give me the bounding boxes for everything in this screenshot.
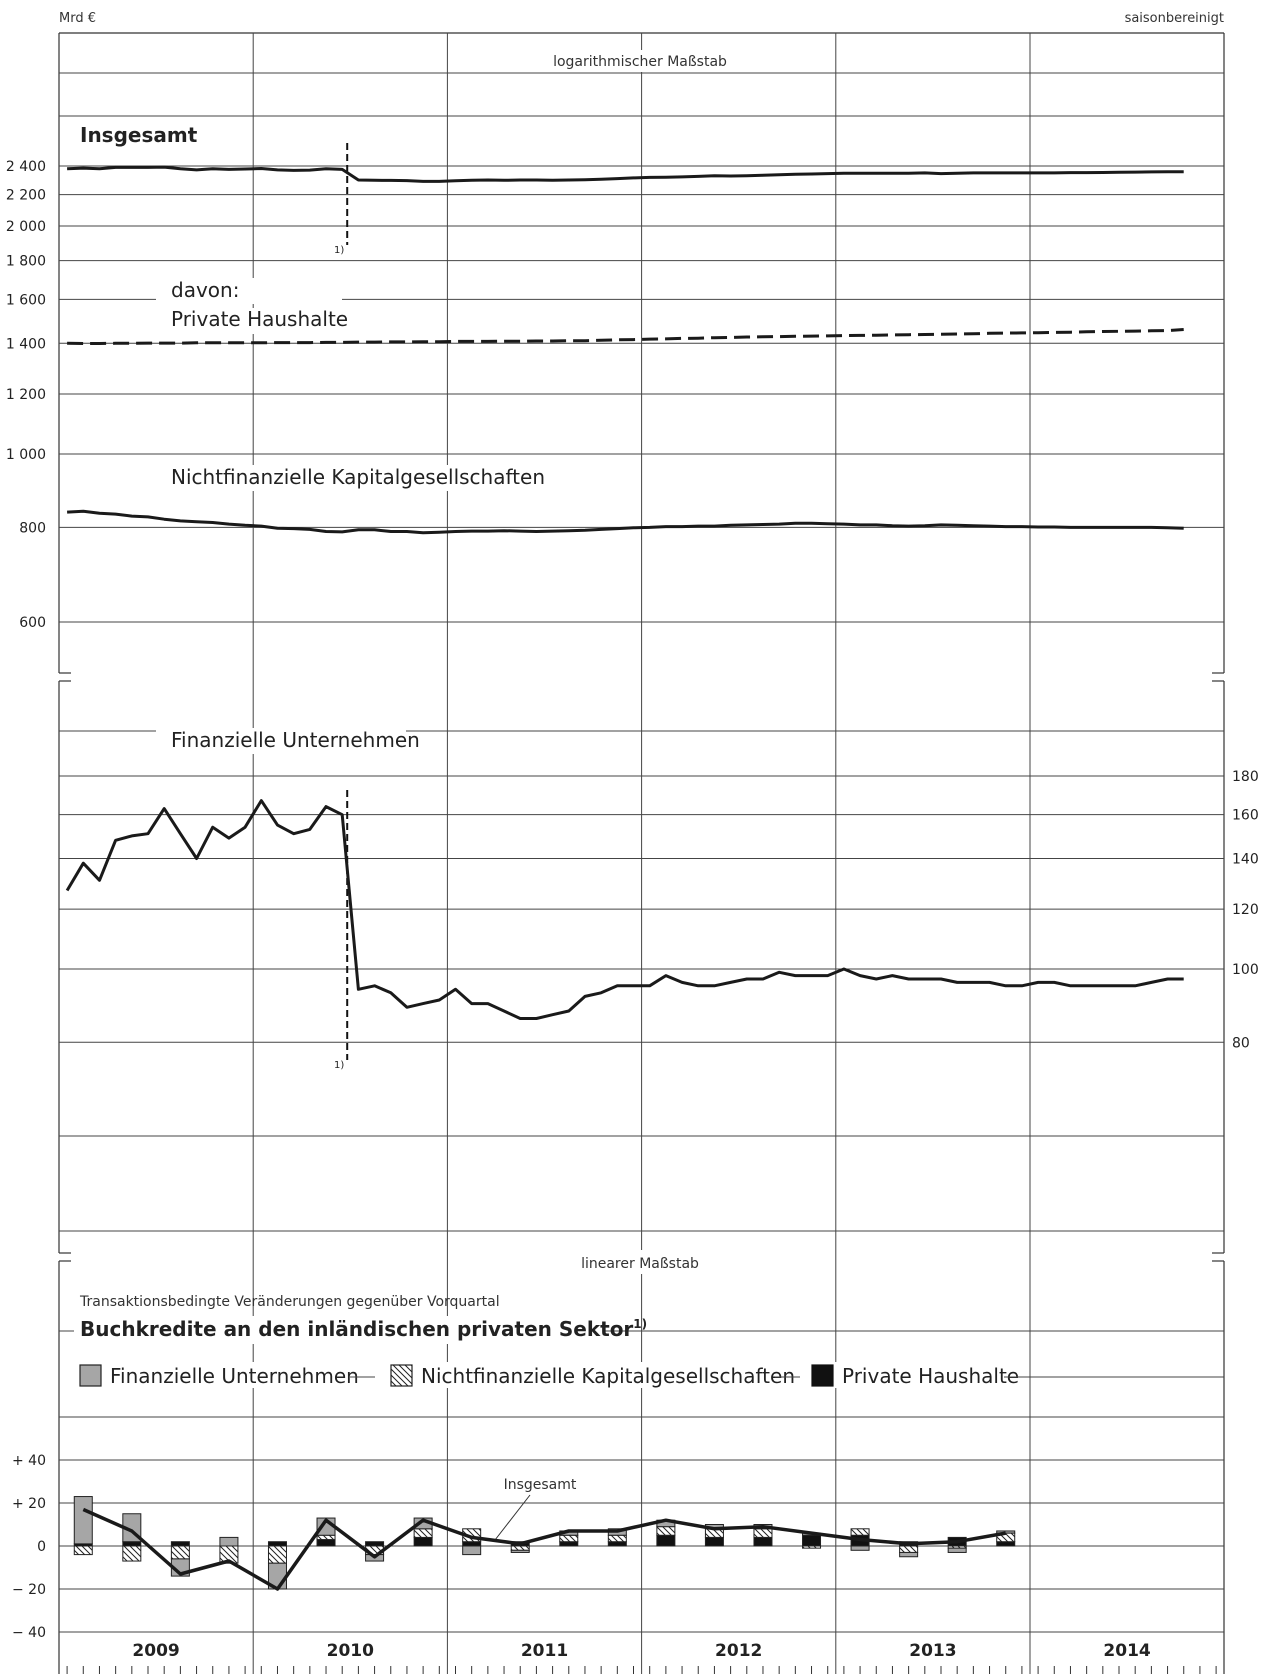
break-footnote-1: 1)	[334, 245, 344, 256]
bar-financial	[947, 1547, 967, 1553]
bar-households	[802, 1534, 822, 1547]
total-annotation: Insgesamt	[504, 1477, 577, 1493]
bar-households	[704, 1536, 724, 1547]
bar-financial	[510, 1549, 530, 1553]
total-annotation-leader	[494, 1494, 531, 1541]
chart-marks	[65, 143, 1184, 1591]
bar-nfc	[607, 1534, 627, 1543]
legend-nfc: Nichtfinanzielle Kapitalgesellschaften	[421, 1364, 795, 1388]
bar-financial	[462, 1545, 482, 1556]
adjustment-label: saisonbereinigt	[1125, 11, 1224, 26]
bar-households	[413, 1536, 433, 1547]
bar-nfc	[316, 1534, 336, 1541]
bar-legend: Finanzielle Unternehmen Nichtfinanzielle…	[74, 1362, 1224, 1388]
bar-households	[365, 1541, 385, 1547]
bar-nfc	[559, 1534, 579, 1543]
bar-nfc	[170, 1545, 190, 1560]
bar-nfc	[510, 1545, 530, 1551]
bar-financial	[899, 1551, 919, 1558]
bar-financial	[996, 1530, 1016, 1534]
series-line-total	[67, 165, 1184, 183]
year-label: 2010	[327, 1641, 374, 1661]
bar-nfc	[656, 1526, 676, 1536]
y-axis-labels: 2 400 2 200 2 000 1 800 1 600 1 400 1 200 1 000…	[6, 159, 1259, 1641]
total-title: Insgesamt	[80, 123, 198, 147]
financial-title: Finanzielle Unternehmen	[171, 728, 420, 752]
bar-nfc	[122, 1545, 142, 1562]
y-tick-label: 1 000	[6, 447, 46, 463]
nfc-label: Nichtfinanzielle Kapitalgesellschaften	[171, 465, 545, 489]
bar-households	[122, 1541, 142, 1547]
bar-financial	[850, 1545, 870, 1551]
bar-title: Buchkredite an den inländischen privaten…	[80, 1317, 647, 1341]
series-line-nfc	[67, 509, 1184, 535]
y-tick-label: 600	[19, 615, 46, 631]
bar-households	[559, 1541, 579, 1547]
y-tick-label: 140	[1232, 852, 1259, 868]
year-gridlines	[252, 33, 1031, 1674]
legend-financial: Finanzielle Unternehmen	[110, 1364, 359, 1388]
series-line-financial	[65, 799, 1184, 1020]
y-tick-label: − 40	[12, 1625, 46, 1641]
households-label: Private Haushalte	[171, 307, 348, 331]
unit-label: Mrd €	[59, 11, 96, 26]
y-tick-label: − 20	[12, 1582, 46, 1598]
log-scale-label: logarithmischer Maßstab	[553, 54, 727, 70]
bar-households	[170, 1541, 190, 1547]
bar-households	[656, 1534, 676, 1547]
y-tick-label: 1 200	[6, 387, 46, 403]
y-tick-label: 1 400	[6, 336, 46, 352]
y-tick-label: 1 800	[6, 254, 46, 270]
legend-swatch-households	[811, 1364, 834, 1387]
y-tick-label: 120	[1232, 902, 1259, 918]
bar-households	[462, 1541, 482, 1547]
bar-nfc	[850, 1528, 870, 1536]
y-tick-label: 1 600	[6, 292, 46, 308]
year-label: 2009	[132, 1641, 179, 1661]
bar-households	[316, 1539, 336, 1547]
year-label: 2011	[521, 1641, 568, 1661]
y-tick-label: 2 400	[6, 159, 46, 175]
series-line-households	[67, 328, 1184, 345]
bar-financial	[219, 1536, 239, 1547]
bar-households	[607, 1541, 627, 1547]
x-axis: 2009 2010 2011 2012 2013 2014	[66, 1641, 1217, 1674]
year-label: 2014	[1103, 1641, 1150, 1661]
bar-nfc	[802, 1545, 822, 1549]
bar-households	[996, 1541, 1016, 1547]
y-tick-label: + 40	[12, 1453, 46, 1469]
year-label: 2012	[715, 1641, 762, 1661]
y-tick-label: 80	[1232, 1035, 1250, 1051]
y-tick-label: 160	[1232, 808, 1259, 824]
y-tick-label: 100	[1232, 962, 1259, 978]
bar-households	[753, 1536, 773, 1547]
y-tick-label: 800	[19, 520, 46, 536]
horizontal-gridlines	[59, 72, 1224, 1633]
bar-subtitle: Transaktionsbedingte Veränderungen gegen…	[79, 1294, 500, 1310]
y-tick-label: 2 000	[6, 219, 46, 235]
bar-households	[267, 1541, 287, 1547]
bar-nfc	[753, 1528, 773, 1538]
y-tick-label: + 20	[12, 1496, 46, 1512]
bar-nfc	[899, 1545, 919, 1553]
break-footnote-2: 1)	[334, 1060, 344, 1071]
legend-swatch-nfc	[390, 1364, 413, 1387]
bar-nfc	[267, 1545, 287, 1564]
bar-nfc	[73, 1545, 93, 1556]
legend-households: Private Haushalte	[842, 1364, 1019, 1388]
y-tick-label: 2 200	[6, 188, 46, 204]
bar-financial	[73, 1496, 93, 1545]
bar-nfc	[413, 1528, 433, 1538]
legend-swatch-financial	[79, 1364, 102, 1387]
y-tick-label: 0	[37, 1539, 46, 1555]
y-tick-label: 180	[1232, 769, 1259, 785]
year-label: 2013	[909, 1641, 956, 1661]
series-line-total-change	[82, 1507, 1007, 1591]
linear-scale-label: linearer Maßstab	[581, 1256, 699, 1272]
davon-label: davon:	[171, 278, 239, 302]
